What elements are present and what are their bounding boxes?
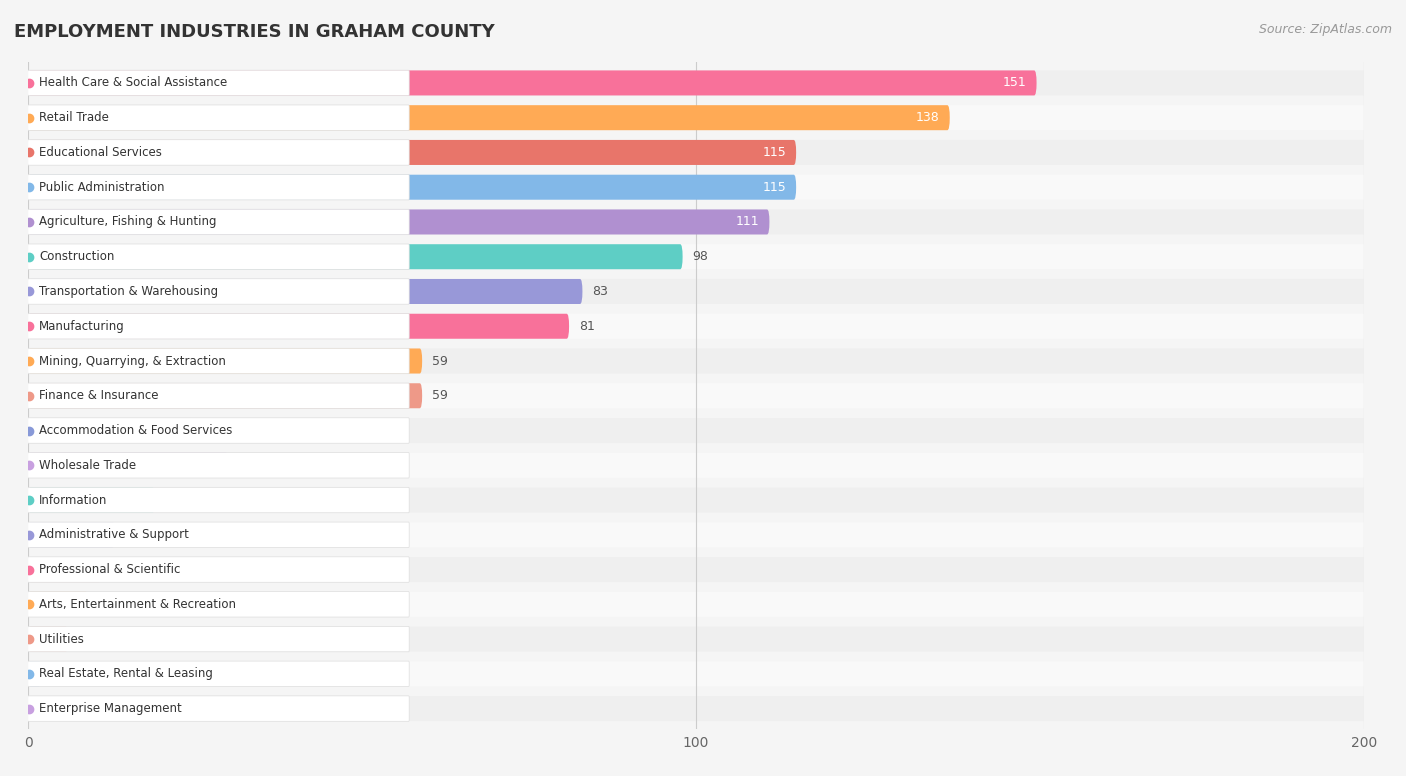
Text: 81: 81 <box>579 320 595 333</box>
FancyBboxPatch shape <box>28 557 409 582</box>
FancyBboxPatch shape <box>28 452 409 478</box>
FancyBboxPatch shape <box>28 71 1036 95</box>
Text: 9: 9 <box>98 598 105 611</box>
FancyBboxPatch shape <box>28 661 42 686</box>
Text: Agriculture, Fishing & Hunting: Agriculture, Fishing & Hunting <box>39 216 217 228</box>
FancyBboxPatch shape <box>28 696 409 722</box>
FancyBboxPatch shape <box>28 210 769 234</box>
Text: Mining, Quarrying, & Extraction: Mining, Quarrying, & Extraction <box>39 355 226 368</box>
Text: Utilities: Utilities <box>39 632 84 646</box>
Text: Manufacturing: Manufacturing <box>39 320 125 333</box>
Text: 115: 115 <box>762 181 786 194</box>
FancyBboxPatch shape <box>28 418 1364 443</box>
FancyBboxPatch shape <box>28 244 409 269</box>
Text: Information: Information <box>39 494 108 507</box>
FancyBboxPatch shape <box>28 487 155 513</box>
Text: Accommodation & Food Services: Accommodation & Food Services <box>39 424 233 437</box>
FancyBboxPatch shape <box>28 140 409 165</box>
Text: Enterprise Management: Enterprise Management <box>39 702 183 715</box>
Text: 2: 2 <box>52 667 59 681</box>
FancyBboxPatch shape <box>28 279 1364 304</box>
FancyBboxPatch shape <box>28 348 422 373</box>
FancyBboxPatch shape <box>28 452 229 478</box>
FancyBboxPatch shape <box>28 348 409 374</box>
FancyBboxPatch shape <box>28 417 409 443</box>
FancyBboxPatch shape <box>28 314 409 339</box>
FancyBboxPatch shape <box>28 522 409 548</box>
FancyBboxPatch shape <box>28 592 89 617</box>
Text: Administrative & Support: Administrative & Support <box>39 528 190 542</box>
FancyBboxPatch shape <box>28 626 409 652</box>
FancyBboxPatch shape <box>28 522 115 547</box>
FancyBboxPatch shape <box>28 175 1364 199</box>
FancyBboxPatch shape <box>28 314 1364 339</box>
FancyBboxPatch shape <box>28 71 1364 95</box>
FancyBboxPatch shape <box>28 626 1364 652</box>
FancyBboxPatch shape <box>28 696 1364 721</box>
Text: 30: 30 <box>239 459 254 472</box>
FancyBboxPatch shape <box>28 244 1364 269</box>
FancyBboxPatch shape <box>28 210 1364 234</box>
Text: 138: 138 <box>915 111 939 124</box>
FancyBboxPatch shape <box>28 591 409 617</box>
FancyBboxPatch shape <box>28 348 1364 373</box>
Text: Public Administration: Public Administration <box>39 181 165 194</box>
Text: Finance & Insurance: Finance & Insurance <box>39 390 159 402</box>
Text: 19: 19 <box>165 494 181 507</box>
FancyBboxPatch shape <box>28 244 683 269</box>
Text: 111: 111 <box>735 216 759 228</box>
FancyBboxPatch shape <box>28 105 409 130</box>
FancyBboxPatch shape <box>28 279 409 304</box>
Text: 41: 41 <box>312 424 328 437</box>
Text: Retail Trade: Retail Trade <box>39 111 110 124</box>
FancyBboxPatch shape <box>28 522 1364 547</box>
Text: 98: 98 <box>693 250 709 263</box>
FancyBboxPatch shape <box>28 557 101 582</box>
Text: Health Care & Social Assistance: Health Care & Social Assistance <box>39 76 228 89</box>
Text: 11: 11 <box>111 563 128 576</box>
FancyBboxPatch shape <box>28 626 67 652</box>
FancyBboxPatch shape <box>28 418 302 443</box>
FancyBboxPatch shape <box>28 106 1364 130</box>
FancyBboxPatch shape <box>28 383 409 408</box>
FancyBboxPatch shape <box>28 487 409 513</box>
Text: Professional & Scientific: Professional & Scientific <box>39 563 181 576</box>
Text: Real Estate, Rental & Leasing: Real Estate, Rental & Leasing <box>39 667 214 681</box>
Text: Educational Services: Educational Services <box>39 146 162 159</box>
FancyBboxPatch shape <box>28 175 796 199</box>
FancyBboxPatch shape <box>28 106 950 130</box>
FancyBboxPatch shape <box>28 140 796 165</box>
FancyBboxPatch shape <box>28 383 1364 408</box>
FancyBboxPatch shape <box>28 383 422 408</box>
FancyBboxPatch shape <box>28 140 1364 165</box>
Text: 6: 6 <box>79 632 86 646</box>
Text: EMPLOYMENT INDUSTRIES IN GRAHAM COUNTY: EMPLOYMENT INDUSTRIES IN GRAHAM COUNTY <box>14 23 495 41</box>
Text: Transportation & Warehousing: Transportation & Warehousing <box>39 285 218 298</box>
Text: 151: 151 <box>1002 76 1026 89</box>
FancyBboxPatch shape <box>28 210 409 234</box>
FancyBboxPatch shape <box>28 70 409 95</box>
Text: 0: 0 <box>38 702 46 715</box>
FancyBboxPatch shape <box>28 175 409 200</box>
FancyBboxPatch shape <box>28 487 1364 513</box>
Text: 59: 59 <box>432 390 449 402</box>
Text: 83: 83 <box>592 285 609 298</box>
Text: Wholesale Trade: Wholesale Trade <box>39 459 136 472</box>
FancyBboxPatch shape <box>28 452 1364 478</box>
FancyBboxPatch shape <box>28 661 1364 686</box>
Text: 13: 13 <box>125 528 141 542</box>
FancyBboxPatch shape <box>28 314 569 339</box>
FancyBboxPatch shape <box>28 557 1364 582</box>
Text: 59: 59 <box>432 355 449 368</box>
Text: Construction: Construction <box>39 250 115 263</box>
FancyBboxPatch shape <box>28 661 409 687</box>
Text: Source: ZipAtlas.com: Source: ZipAtlas.com <box>1258 23 1392 36</box>
FancyBboxPatch shape <box>28 279 582 304</box>
FancyBboxPatch shape <box>28 592 1364 617</box>
Text: 115: 115 <box>762 146 786 159</box>
Text: Arts, Entertainment & Recreation: Arts, Entertainment & Recreation <box>39 598 236 611</box>
